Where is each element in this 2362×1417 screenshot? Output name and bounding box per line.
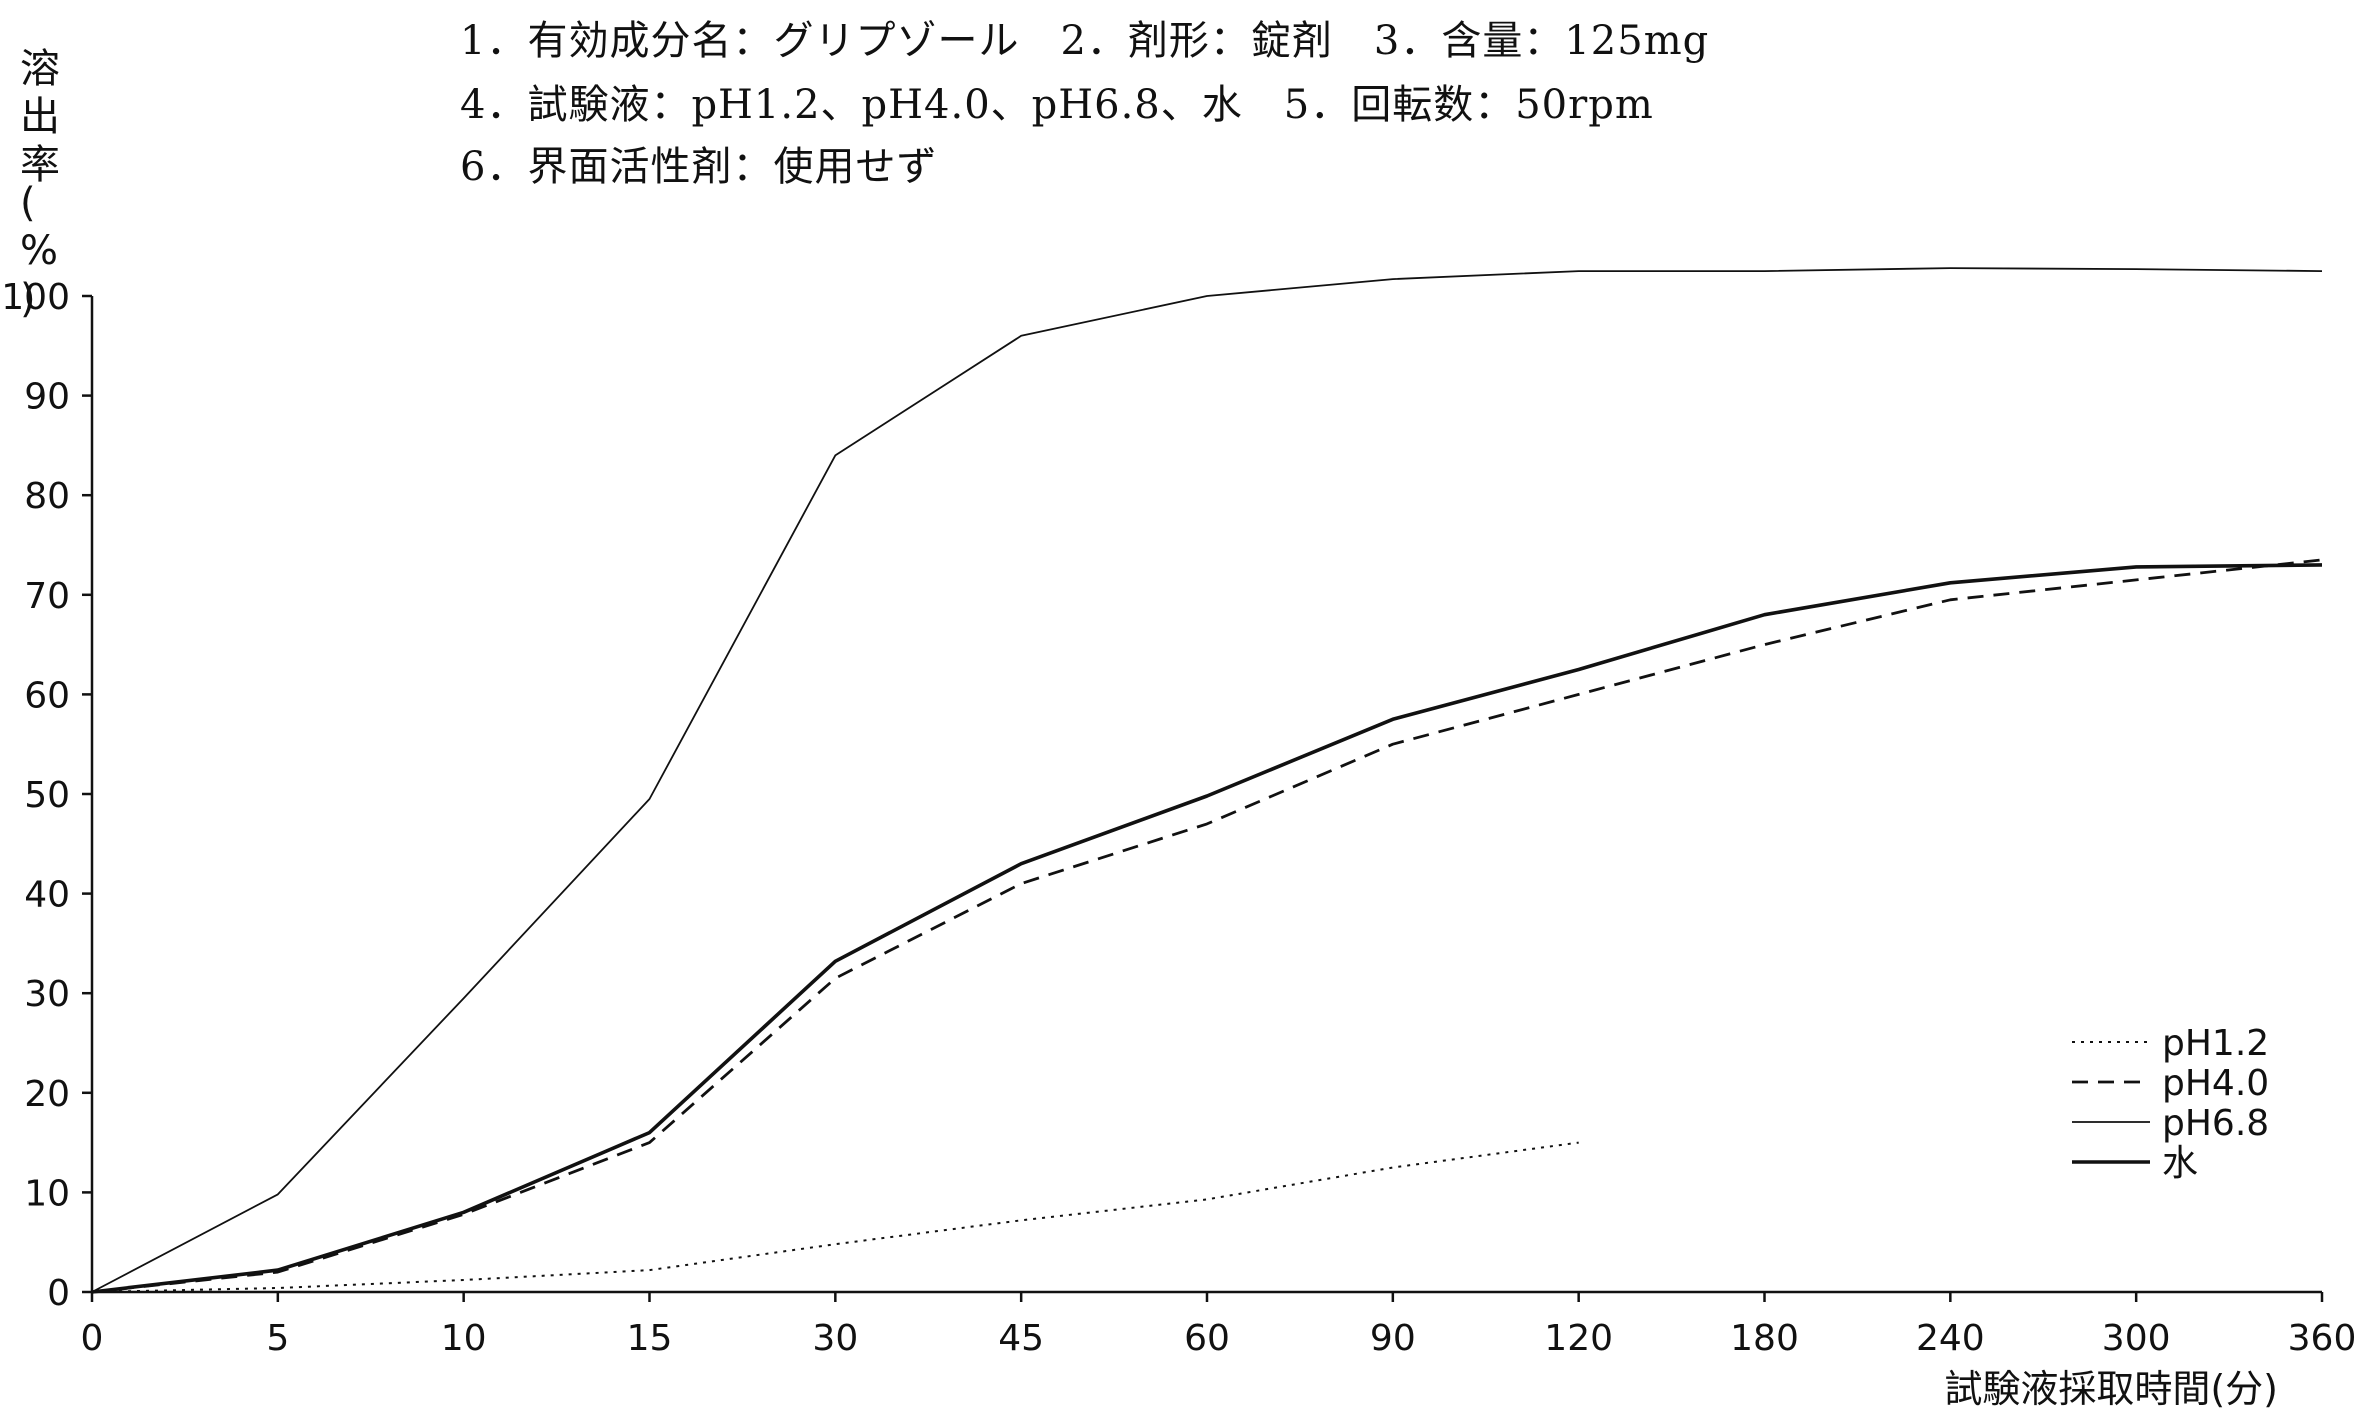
- legend-label: pH6.8: [2162, 1103, 2269, 1144]
- x-tick-label: 240: [1916, 1318, 1985, 1359]
- test-condition-line-2: 4．試験液：pH1.2、pH4.0、pH6.8、水 5．回転数：50rpm: [460, 82, 1654, 128]
- y-tick-label: 0: [47, 1273, 70, 1314]
- y-axis-label-char: 溶: [20, 46, 60, 92]
- axes: [82, 294, 2324, 1302]
- y-tick-label: 70: [24, 576, 70, 617]
- legend-label: pH4.0: [2162, 1063, 2269, 1104]
- legend-label: 水: [2162, 1143, 2198, 1184]
- y-axis-label-char: ): [20, 276, 36, 322]
- test-condition-line-1: 1．有効成分名：グリプゾール 2．剤形：錠剤 3．含量：125mg: [460, 18, 1710, 64]
- x-axis-label: 試験液採取時間(分): [1944, 1367, 2278, 1411]
- y-tick-label: 30: [24, 974, 70, 1015]
- x-tick-label: 10: [441, 1318, 487, 1359]
- y-axis-label-char: 出: [20, 94, 60, 140]
- y-tick-label: 80: [24, 476, 70, 517]
- y-tick-label: 100: [1, 277, 70, 318]
- y-axis-label-char: (: [20, 180, 36, 226]
- y-tick-label: 10: [24, 1173, 70, 1214]
- x-tick-label: 5: [266, 1318, 289, 1359]
- x-tick-label: 45: [998, 1318, 1044, 1359]
- y-tick-label: 40: [24, 875, 70, 916]
- x-tick-label: 15: [627, 1318, 673, 1359]
- series-line-dashed: [91, 558, 2323, 1294]
- series-line-thin-solid: [91, 267, 2323, 1293]
- series-lines: [91, 267, 2323, 1294]
- y-tick-label: 50: [24, 775, 70, 816]
- x-tick-label: 300: [2102, 1318, 2171, 1359]
- tick-labels: 0 10 20 30 40 50 60 70 80 90 100 0 5 10 15 30 45 60 90 120 1…: [1, 277, 2356, 1359]
- x-tick-label: 360: [2288, 1318, 2357, 1359]
- test-condition-line-3: 6．界面活性剤：使用せず: [460, 144, 938, 190]
- x-tick-label: 90: [1370, 1318, 1416, 1359]
- y-tick-label: 20: [24, 1074, 70, 1115]
- y-tick-label: 60: [24, 675, 70, 716]
- y-axis-label-char: 率: [20, 142, 60, 188]
- legend-label: pH1.2: [2162, 1023, 2269, 1064]
- series-line-dotted: [91, 1141, 1579, 1293]
- x-tick-label: 180: [1730, 1318, 1799, 1359]
- y-tick-label: 90: [24, 377, 70, 418]
- x-tick-label: 60: [1184, 1318, 1230, 1359]
- x-tick-label: 30: [812, 1318, 858, 1359]
- x-tick-label: 0: [81, 1318, 104, 1359]
- y-axis-label-char: %: [20, 228, 59, 274]
- x-tick-label: 120: [1544, 1318, 1613, 1359]
- series-line-solid: [91, 563, 2323, 1294]
